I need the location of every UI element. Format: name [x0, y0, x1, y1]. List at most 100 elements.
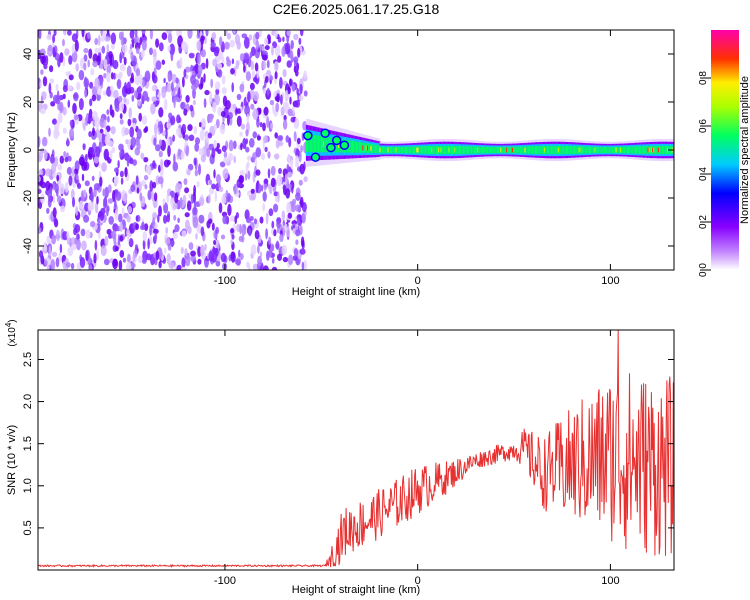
heat-cell	[266, 115, 270, 128]
heat-cell	[180, 151, 185, 160]
heat-cell	[107, 198, 114, 204]
heat-cell	[134, 244, 139, 250]
heat-cell	[183, 178, 188, 186]
heat-cell	[110, 32, 117, 45]
heat-cell	[63, 151, 67, 158]
heat-cell	[245, 71, 251, 82]
heat-cell	[232, 103, 237, 110]
y-tick-label: 0.5	[22, 520, 34, 535]
heat-cell	[120, 177, 124, 185]
heat-cell	[483, 146, 486, 154]
heat-cell	[307, 133, 310, 152]
heat-cell	[157, 176, 164, 185]
heat-cell	[195, 233, 198, 240]
heat-cell	[92, 127, 95, 137]
heat-cell	[162, 198, 166, 205]
heat-cell	[261, 45, 265, 52]
heat-cell	[265, 212, 269, 225]
heat-cell	[101, 135, 105, 148]
heat-cell	[172, 203, 178, 210]
heat-cell	[269, 75, 274, 81]
heat-cell	[51, 251, 58, 257]
heat-cell	[501, 146, 504, 154]
heat-cell	[480, 146, 483, 154]
heat-cell	[82, 143, 86, 151]
heat-cell	[181, 257, 186, 269]
heat-cell	[282, 225, 286, 237]
heat-cell	[177, 183, 183, 189]
heat-cell	[260, 184, 264, 192]
heat-cell	[295, 192, 301, 201]
heat-cell	[128, 238, 134, 248]
heat-cell	[83, 54, 88, 62]
heat-cell	[127, 232, 130, 244]
heat-cell	[661, 145, 664, 155]
heat-cell	[225, 56, 230, 62]
heat-cell	[204, 243, 207, 251]
heat-cell	[227, 192, 231, 203]
heat-cell	[194, 137, 201, 145]
heat-cell	[68, 175, 73, 187]
heat-cell	[281, 210, 285, 221]
heat-cell	[242, 137, 247, 150]
heat-cell	[247, 170, 251, 180]
heat-cell	[155, 60, 162, 71]
heat-cell	[257, 255, 262, 267]
heat-cell	[49, 78, 55, 84]
heat-cell	[608, 146, 611, 154]
heat-cell	[44, 260, 48, 266]
heat-cell	[71, 50, 78, 63]
heat-cell	[137, 99, 141, 107]
heat-cell	[271, 45, 274, 56]
heat-cell	[274, 153, 280, 160]
heat-cell	[248, 34, 253, 41]
heat-cell	[124, 167, 128, 178]
spectrogram-panel: -100 0 100 -40 -20 0 20 40 Height of straight l…	[6, 29, 675, 298]
heat-cell	[384, 146, 387, 154]
heat-cell	[194, 142, 200, 152]
heat-cell	[161, 32, 168, 40]
heat-cell	[478, 146, 481, 154]
heat-cell	[46, 207, 50, 214]
heat-cell	[220, 234, 226, 240]
heat-cell	[243, 52, 250, 60]
heat-cell	[285, 188, 291, 199]
heat-cell	[230, 215, 236, 222]
heat-cell	[250, 244, 257, 256]
heat-cell	[121, 85, 128, 98]
heat-cell	[131, 94, 135, 102]
heat-cell	[188, 242, 194, 251]
heat-cell	[144, 184, 148, 190]
heat-cell	[645, 146, 648, 154]
heat-cell	[187, 30, 193, 39]
snr-line	[38, 330, 674, 568]
heat-cell	[132, 250, 136, 263]
heat-cell	[271, 220, 275, 229]
heat-cell	[81, 240, 87, 251]
heat-cell	[60, 205, 66, 213]
heat-cell	[135, 47, 140, 55]
heat-cell	[167, 45, 171, 52]
heat-cell	[152, 217, 156, 228]
heat-cell	[377, 145, 380, 154]
heat-cell	[234, 33, 240, 45]
heat-cell	[153, 137, 157, 146]
heat-cell	[62, 231, 68, 241]
heat-cell	[106, 228, 112, 235]
heat-cell	[247, 190, 252, 197]
heat-cell	[126, 215, 131, 223]
heat-cell	[175, 83, 179, 93]
heat-cell	[52, 34, 56, 44]
heat-cell	[274, 195, 278, 203]
heat-cell	[75, 174, 79, 180]
heat-cell	[101, 30, 107, 38]
heat-cell	[169, 43, 176, 56]
heat-cell	[151, 85, 156, 92]
heat-cell	[180, 266, 187, 270]
heat-cell	[434, 145, 437, 155]
heat-cell	[227, 114, 230, 126]
heat-cell	[89, 98, 93, 107]
heat-cell	[97, 34, 101, 46]
heat-cell	[57, 111, 63, 124]
heat-cell	[439, 145, 442, 155]
